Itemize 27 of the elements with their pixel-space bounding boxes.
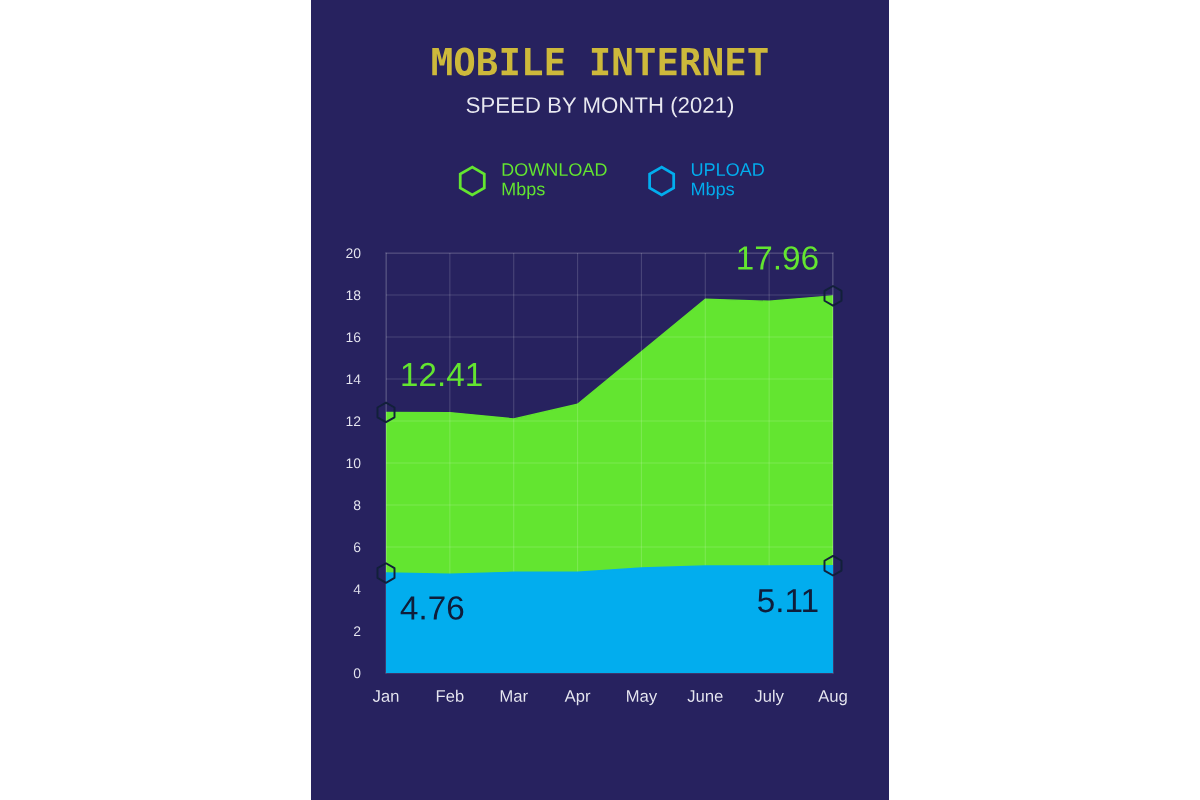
- x-tick-label: May: [627, 690, 658, 706]
- y-tick-label: 14: [346, 374, 361, 385]
- y-tick-label: 20: [346, 248, 361, 259]
- y-tick-label: 8: [353, 500, 361, 511]
- y-tick-label: 0: [353, 668, 361, 679]
- x-tick-label: Jan: [372, 690, 399, 702]
- x-tick-label: July: [754, 689, 784, 706]
- y-tick-label: 6: [353, 542, 361, 553]
- x-tick-label: Feb: [436, 689, 464, 702]
- chart-subtitle: SPEED BY MONTH (2021): [466, 96, 734, 118]
- y-tick-label: 4: [353, 584, 361, 595]
- x-tick-label: Aug: [818, 690, 847, 706]
- y-tick-label: 18: [346, 290, 361, 301]
- x-tick-label: June: [687, 690, 723, 702]
- data-label: 12.41: [402, 362, 482, 387]
- chart-title: MOBILE INTERNET: [432, 47, 768, 76]
- y-tick-label: 16: [346, 332, 361, 343]
- x-tick-label: Apr: [564, 690, 591, 706]
- y-tick-label: 2: [353, 626, 361, 637]
- data-label: 17.96: [738, 246, 818, 270]
- legend-label: DOWNLOAD Mbps: [502, 163, 607, 199]
- x-tick-label: Mar: [500, 690, 528, 702]
- data-label: 4.76: [400, 596, 464, 620]
- legend-label: UPLOAD Mbps: [691, 163, 764, 199]
- data-label: 5.11: [758, 589, 818, 613]
- y-tick-label: 10: [346, 458, 361, 469]
- y-tick-label: 12: [346, 416, 361, 427]
